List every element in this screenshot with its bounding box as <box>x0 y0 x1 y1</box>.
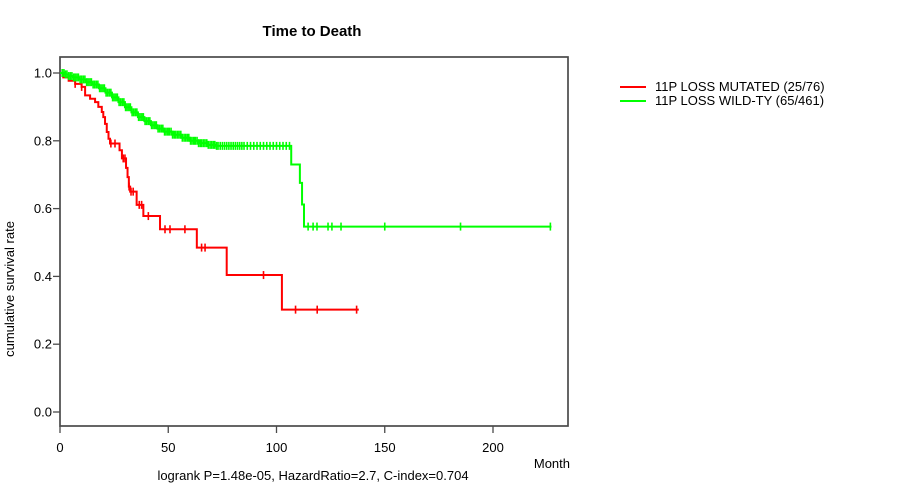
legend-line-green-icon <box>620 99 646 102</box>
plot-area: 0 50 100 150 200 0.0 0.2 0.4 0.6 0.8 1.0 <box>34 56 569 455</box>
legend: 11P LOSS MUTATED (25/76) 11P LOSS WILD-T… <box>620 80 825 107</box>
y-axis-label: cumulative survival rate <box>2 221 17 357</box>
svg-text:50: 50 <box>161 440 175 455</box>
chart-title: Time to Death <box>263 23 362 40</box>
svg-text:0.6: 0.6 <box>34 201 52 216</box>
legend-label-wildtype: 11P LOSS WILD-TY (65/461) <box>655 93 825 108</box>
svg-text:0.4: 0.4 <box>34 269 52 284</box>
stats-footer: logrank P=1.48e-05, HazardRatio=2.7, C-i… <box>157 468 468 483</box>
svg-text:0.0: 0.0 <box>34 405 52 420</box>
legend-line-red-icon <box>620 85 646 88</box>
svg-text:1.0: 1.0 <box>34 66 52 81</box>
legend-item-mutated: 11P LOSS MUTATED (25/76) <box>620 80 825 93</box>
svg-text:0.2: 0.2 <box>34 337 52 352</box>
svg-text:0.8: 0.8 <box>34 133 52 148</box>
x-axis-label: Month <box>534 456 570 471</box>
svg-text:200: 200 <box>482 440 504 455</box>
svg-text:150: 150 <box>374 440 396 455</box>
svg-text:100: 100 <box>266 440 288 455</box>
svg-text:0: 0 <box>56 440 63 455</box>
legend-item-wildtype: 11P LOSS WILD-TY (65/461) <box>620 94 825 107</box>
legend-label-mutated: 11P LOSS MUTATED (25/76) <box>655 79 825 94</box>
